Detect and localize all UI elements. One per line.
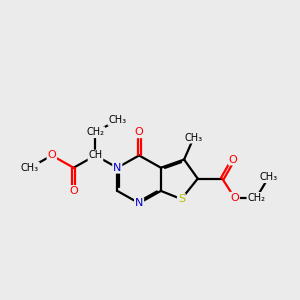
Text: O: O [135, 127, 143, 137]
Text: O: O [47, 151, 56, 160]
Text: O: O [230, 193, 239, 203]
Text: N: N [135, 198, 143, 208]
Text: CH: CH [88, 151, 103, 160]
Text: S: S [178, 194, 185, 204]
Text: CH₂: CH₂ [248, 193, 266, 203]
Text: CH₃: CH₃ [108, 115, 126, 125]
Text: O: O [69, 186, 78, 196]
Text: O: O [229, 154, 238, 164]
Text: CH₃: CH₃ [184, 133, 203, 143]
Text: CH₃: CH₃ [21, 163, 39, 173]
Text: N: N [113, 163, 122, 173]
Text: CH₃: CH₃ [260, 172, 278, 182]
Text: CH₂: CH₂ [86, 127, 104, 137]
